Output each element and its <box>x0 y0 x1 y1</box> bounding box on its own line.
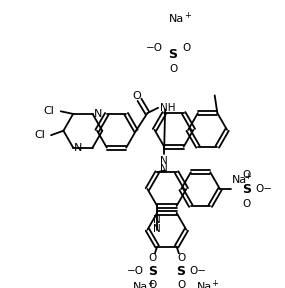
Text: O: O <box>182 43 190 53</box>
Text: O−: O− <box>255 184 272 194</box>
Text: O: O <box>148 253 157 263</box>
Text: O: O <box>177 280 185 288</box>
Text: O: O <box>133 91 141 101</box>
Text: O: O <box>148 280 157 288</box>
Text: N: N <box>74 143 82 153</box>
Text: S: S <box>168 48 178 61</box>
Text: +: + <box>184 12 191 20</box>
Text: Cl: Cl <box>44 106 54 116</box>
Text: Na: Na <box>133 282 148 288</box>
Text: N: N <box>160 156 168 166</box>
Text: S: S <box>176 265 186 278</box>
Text: O: O <box>169 64 177 74</box>
Text: N: N <box>153 215 161 225</box>
Text: O: O <box>242 199 251 209</box>
Text: N: N <box>93 109 102 119</box>
Text: NH: NH <box>160 103 175 113</box>
Text: Na: Na <box>231 175 247 185</box>
Text: Na: Na <box>197 282 212 288</box>
Text: O: O <box>242 170 251 180</box>
Text: O: O <box>177 253 185 263</box>
Text: N: N <box>160 164 168 175</box>
Text: N: N <box>153 223 161 234</box>
Text: Na: Na <box>169 14 184 24</box>
Text: Cl: Cl <box>34 130 45 140</box>
Text: +: + <box>211 279 218 288</box>
Text: +: + <box>245 172 251 181</box>
Text: −O: −O <box>127 266 144 276</box>
Text: O−: O− <box>190 266 207 276</box>
Text: S: S <box>148 265 157 278</box>
Text: S: S <box>242 183 251 196</box>
Text: −O: −O <box>145 43 162 53</box>
Text: +: + <box>147 279 154 288</box>
